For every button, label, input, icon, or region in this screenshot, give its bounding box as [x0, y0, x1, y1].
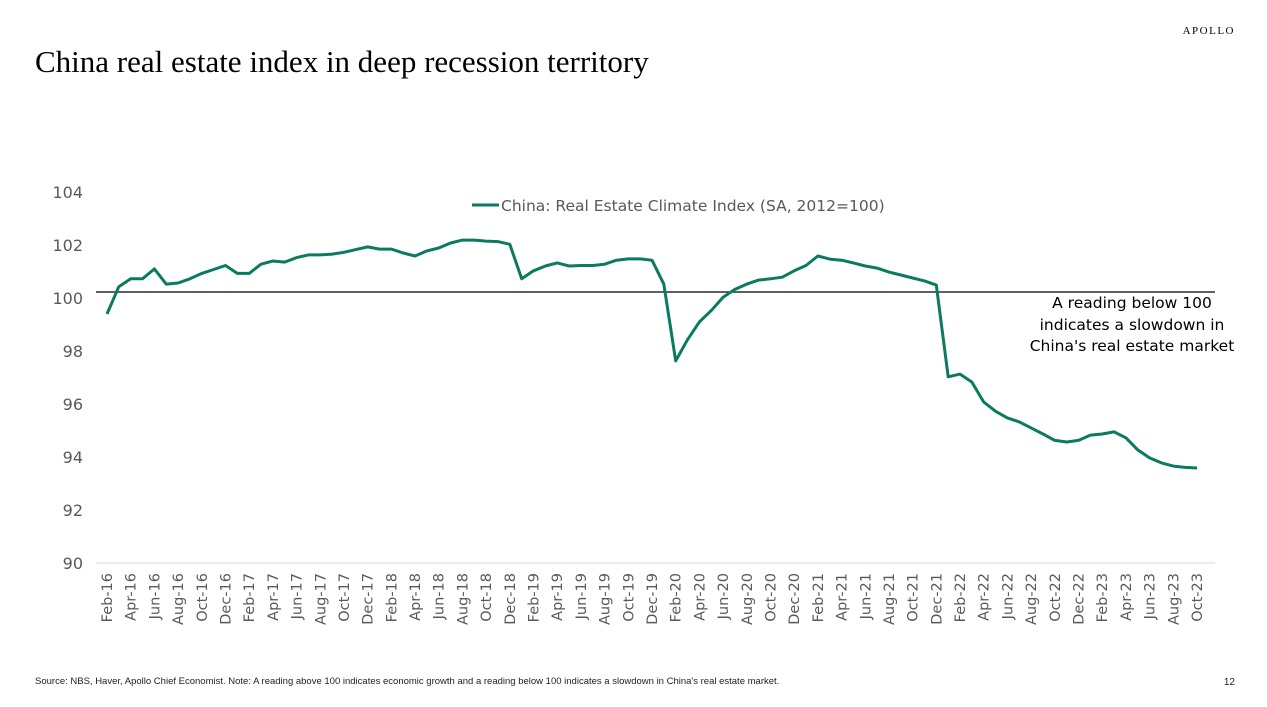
- x-tick-label: Apr-20: [692, 573, 708, 621]
- annotation: A reading below 100 indicates a slowdown…: [1030, 294, 1235, 355]
- y-tick-label: 104: [52, 183, 83, 202]
- annotation-line: A reading below 100: [1052, 294, 1212, 312]
- x-tick-label: Feb-21: [811, 573, 827, 622]
- x-tick-label: Jun-19: [574, 573, 590, 620]
- y-tick-label: 96: [63, 395, 83, 414]
- page-number: 12: [1223, 677, 1235, 688]
- x-tick-label: Dec-21: [929, 573, 945, 625]
- x-tick-label: Apr-19: [550, 573, 566, 621]
- x-tick-label: Feb-22: [953, 573, 969, 622]
- x-tick-label: Apr-17: [266, 573, 282, 621]
- x-tick-label: Aug-16: [171, 573, 187, 625]
- x-tick-label: Dec-17: [361, 573, 377, 625]
- x-tick-label: Oct-22: [1048, 573, 1064, 622]
- x-tick-label: Apr-16: [124, 573, 140, 621]
- x-tick-label: Jun-17: [290, 573, 306, 620]
- x-tick-label: Aug-17: [313, 573, 329, 625]
- x-tick-label: Feb-17: [242, 573, 258, 622]
- y-tick-label: 94: [63, 448, 83, 467]
- x-tick-label: Aug-19: [598, 573, 614, 625]
- x-tick-label: Feb-20: [669, 573, 685, 622]
- x-tick-label: Aug-22: [1024, 573, 1040, 625]
- x-tick-label: Feb-23: [1095, 573, 1111, 622]
- x-tick-label: Oct-17: [337, 573, 353, 622]
- source-note: Source: NBS, Haver, Apollo Chief Economi…: [35, 676, 780, 687]
- x-tick-label: Aug-23: [1166, 573, 1182, 625]
- annotation-line: China's real estate market: [1030, 337, 1235, 355]
- x-tick-label: Oct-20: [763, 573, 779, 622]
- x-tick-label: Oct-18: [479, 573, 495, 622]
- legend: China: Real Estate Climate Index (SA, 20…: [472, 197, 885, 215]
- x-tick-label: Oct-19: [621, 573, 637, 622]
- x-tick-label: Apr-23: [1119, 573, 1135, 621]
- x-tick-label: Jun-20: [716, 573, 732, 620]
- x-tick-label: Dec-20: [787, 573, 803, 625]
- x-tick-label: Feb-16: [100, 573, 116, 622]
- series-line: [105, 238, 1198, 470]
- x-tick-label: Aug-18: [455, 573, 471, 625]
- x-tick-label: Jun-23: [1143, 573, 1159, 620]
- x-tick-label: Dec-18: [503, 573, 519, 625]
- x-tick-label: Feb-19: [527, 573, 543, 622]
- y-tick-label: 92: [63, 501, 83, 520]
- x-tick-label: Apr-18: [408, 573, 424, 621]
- x-tick-label: Feb-18: [384, 573, 400, 622]
- x-tick-label: Aug-20: [740, 573, 756, 625]
- y-tick-label: 90: [63, 554, 83, 573]
- annotation-line: indicates a slowdown in: [1040, 316, 1225, 334]
- x-tick-label: Oct-23: [1190, 573, 1206, 622]
- y-tick-label: 102: [52, 236, 83, 255]
- y-tick-label: 100: [52, 289, 83, 308]
- x-tick-label: Oct-16: [195, 573, 211, 622]
- x-tick-label: Aug-21: [882, 573, 898, 625]
- x-tick-label: Jun-18: [432, 573, 448, 620]
- chart-title: China real estate index in deep recessio…: [35, 44, 649, 79]
- x-tick-label: Jun-22: [1000, 573, 1016, 620]
- x-tick-label: Apr-21: [835, 573, 851, 621]
- apollo-logo: APOLLO: [1182, 25, 1235, 37]
- x-tick-label: Dec-22: [1072, 573, 1088, 625]
- x-tick-label: Jun-21: [858, 573, 874, 620]
- legend-label: China: Real Estate Climate Index (SA, 20…: [501, 197, 885, 215]
- x-tick-label: Jun-16: [147, 573, 163, 620]
- y-tick-label: 98: [63, 342, 83, 361]
- x-tick-label: Oct-21: [906, 573, 922, 622]
- x-tick-label: Dec-19: [645, 573, 661, 625]
- x-tick-label: Dec-16: [218, 573, 234, 625]
- x-tick-label: Apr-22: [977, 573, 993, 621]
